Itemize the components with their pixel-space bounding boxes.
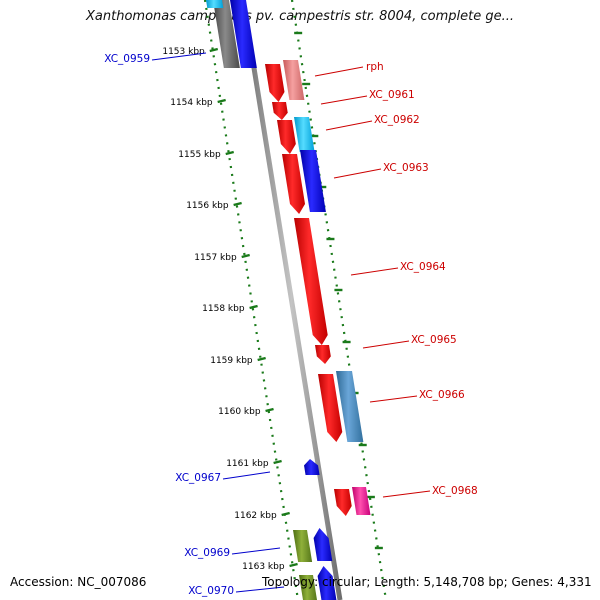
feature-xc0970: [299, 575, 317, 600]
accession-text: Accession: NC_007086: [10, 575, 147, 589]
gene-label[interactable]: XC_0970: [188, 585, 234, 597]
gene-label[interactable]: XC_0961: [369, 89, 415, 101]
gene-leader-line: [362, 340, 410, 349]
feature-xc0963: [282, 154, 305, 214]
gene-label[interactable]: XC_0964: [400, 261, 446, 273]
tick-mark: [241, 253, 250, 259]
tick-label: 1156 kbp: [186, 201, 229, 211]
gene-leader-line: [325, 120, 373, 131]
map-title: Xanthomonas campestris pv. campestris st…: [86, 9, 514, 24]
genome-backbone: [240, 0, 343, 600]
feature-xc0964: [294, 218, 328, 345]
feature-xc0963-b: [300, 150, 326, 212]
feature-xc0959-b: [230, 0, 257, 68]
tick-mark: [225, 150, 235, 156]
gene-label[interactable]: XC_0966: [419, 389, 465, 401]
feature-xc0967: [304, 459, 320, 475]
feature-xc0961: [272, 102, 288, 120]
feature-xc0968: [334, 489, 352, 516]
tick-group: 1153 kbp 1154 kbp 1155 kbp 1156 kbp 1157 kbp…: [162, 47, 298, 572]
gene-leader-line: [235, 586, 285, 593]
topology-text: Topology: circular; Length: 5,148,708 bp…: [262, 575, 592, 589]
tick-label: 1159 kbp: [210, 356, 253, 366]
tick-label: 1160 kbp: [218, 407, 261, 417]
gene-label[interactable]: XC_0963: [383, 162, 429, 174]
feature-xc0966: [318, 374, 343, 442]
gene-label[interactable]: rph: [366, 61, 384, 73]
feature-xc0970-b: [317, 566, 337, 600]
gene-label[interactable]: XC_0967: [175, 472, 221, 484]
tick-mark: [265, 407, 274, 413]
tick-label: 1162 kbp: [234, 511, 277, 521]
gene-label[interactable]: XC_0965: [411, 334, 457, 346]
tick-label: 1163 kbp: [242, 562, 285, 572]
tick-label: 1155 kbp: [178, 150, 221, 160]
tick-label: 1153 kbp: [162, 47, 205, 57]
gene-label[interactable]: XC_0968: [432, 485, 478, 497]
tick-mark: [273, 459, 282, 465]
gene-leader-line: [231, 547, 281, 555]
feature-xc0962: [277, 120, 296, 154]
gene-label[interactable]: XC_0962: [374, 114, 420, 126]
gene-leader-line: [333, 168, 382, 179]
feature-rph: [265, 64, 285, 102]
gene-leader-line: [151, 52, 207, 61]
feature-xc0959-a: [213, 0, 240, 68]
gene-leader-line: [314, 66, 364, 77]
tick-mark: [217, 98, 226, 104]
feature-top-cyan: [206, 0, 224, 8]
tick-label: 1158 kbp: [202, 304, 245, 314]
gene-leader-line: [350, 267, 399, 276]
feature-rph-shadow: [283, 60, 305, 100]
feature-xc0962-b: [294, 117, 315, 152]
tick-mark: [289, 562, 298, 568]
gene-leader-line: [382, 490, 431, 498]
tick-label: 1154 kbp: [170, 98, 213, 108]
feature-xc0969-b: [313, 528, 333, 561]
tick-mark: [257, 356, 266, 362]
feature-xc0968-b: [352, 487, 371, 515]
tick-ring-left: [203, 0, 300, 600]
tick-mark: [209, 47, 219, 53]
tick-mark: [281, 511, 290, 517]
feature-xc0969: [293, 530, 313, 562]
feature-group: [206, 0, 371, 600]
gene-leader-line: [222, 471, 271, 480]
feature-xc0965: [315, 345, 331, 364]
feature-xc0966-b: [336, 371, 364, 442]
tick-mark: [233, 201, 242, 207]
tick-label: 1161 kbp: [226, 459, 269, 469]
gene-leader-line: [320, 95, 368, 105]
gene-label[interactable]: XC_0969: [184, 547, 230, 559]
tick-mark: [249, 304, 258, 310]
tick-label: 1157 kbp: [194, 253, 237, 263]
gene-leader-line: [369, 395, 418, 403]
gene-label[interactable]: XC_0959: [104, 53, 150, 65]
